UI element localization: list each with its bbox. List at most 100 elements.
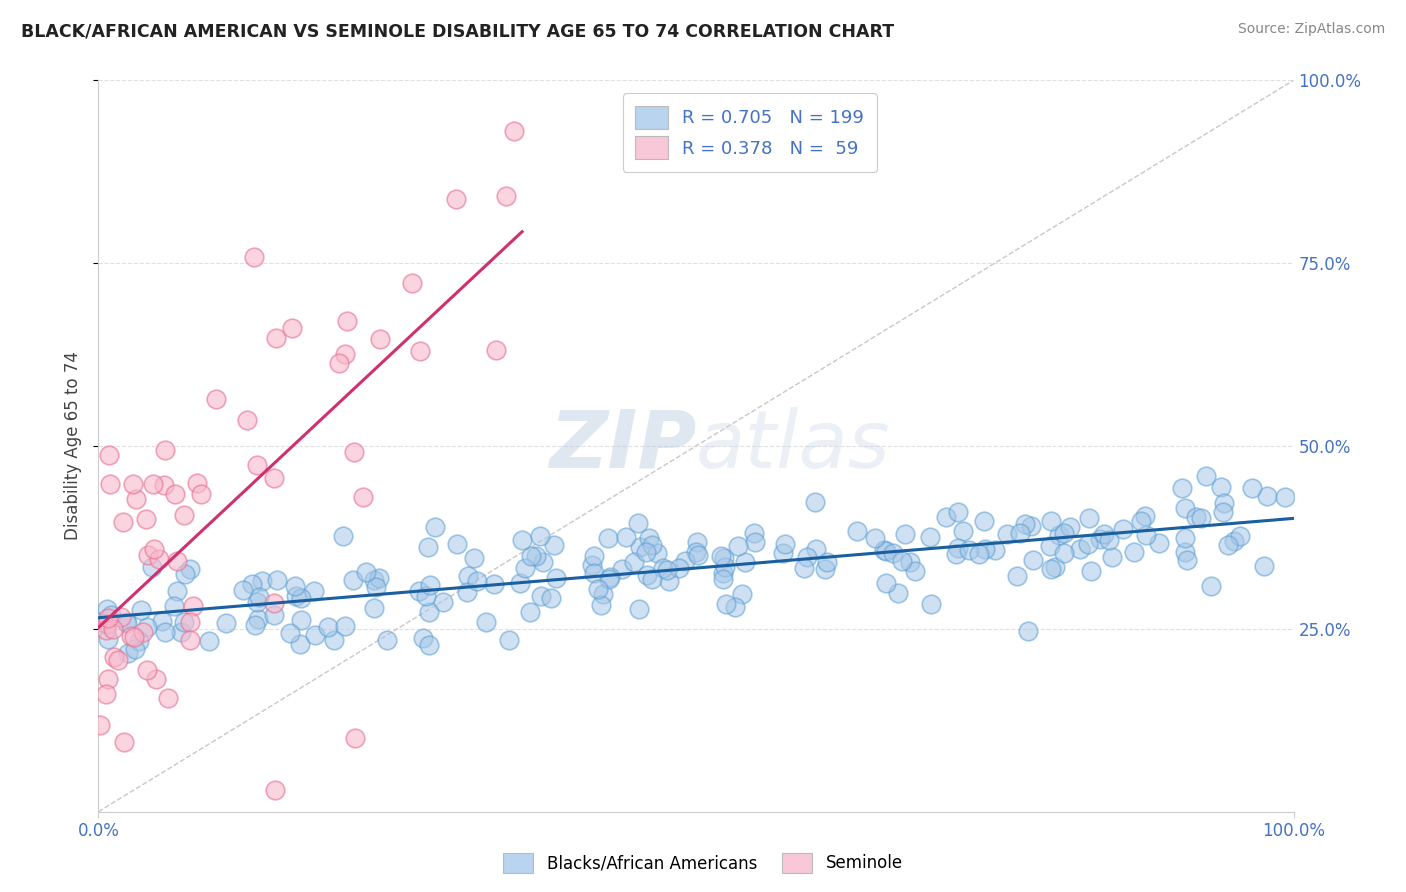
Point	[793, 561, 815, 575]
Point	[814, 562, 837, 576]
Point	[952, 524, 974, 538]
Point	[710, 549, 733, 563]
Text: BLACK/AFRICAN AMERICAN VS SEMINOLE DISABILITY AGE 65 TO 74 CORRELATION CHART: BLACK/AFRICAN AMERICAN VS SEMINOLE DISAB…	[21, 22, 894, 40]
Point	[446, 537, 468, 551]
Point	[246, 612, 269, 626]
Point	[247, 591, 270, 605]
Point	[638, 531, 661, 545]
Point	[412, 632, 434, 646]
Point	[626, 516, 648, 530]
Point	[190, 487, 212, 501]
Point	[540, 591, 562, 606]
Point	[110, 610, 132, 624]
Point	[641, 538, 664, 552]
Point	[94, 624, 117, 638]
Point	[688, 548, 710, 562]
Point	[946, 505, 969, 519]
Point	[120, 629, 142, 643]
Point	[636, 568, 658, 582]
Point	[724, 599, 747, 614]
Point	[96, 617, 118, 632]
Point	[342, 573, 364, 587]
Point	[974, 541, 997, 556]
Point	[969, 548, 991, 562]
Point	[366, 580, 388, 594]
Point	[135, 512, 157, 526]
Point	[734, 556, 756, 570]
Point	[457, 568, 479, 582]
Point	[599, 570, 621, 584]
Point	[278, 626, 301, 640]
Point	[415, 589, 437, 603]
Point	[204, 392, 226, 407]
Point	[263, 607, 285, 622]
Point	[714, 559, 737, 574]
Point	[136, 620, 159, 634]
Point	[1043, 560, 1066, 574]
Point	[530, 589, 553, 603]
Point	[266, 573, 288, 587]
Point	[98, 477, 121, 491]
Point	[714, 597, 737, 611]
Point	[1088, 533, 1111, 547]
Point	[354, 566, 377, 580]
Point	[135, 664, 157, 678]
Y-axis label: Disability Age 65 to 74: Disability Age 65 to 74	[65, 351, 83, 541]
Point	[1010, 526, 1032, 541]
Point	[775, 537, 797, 551]
Point	[163, 599, 186, 614]
Point	[1133, 508, 1156, 523]
Point	[592, 587, 614, 601]
Point	[166, 554, 188, 568]
Point	[533, 555, 555, 569]
Point	[124, 642, 146, 657]
Point	[1174, 531, 1197, 545]
Point	[627, 601, 650, 615]
Point	[136, 549, 159, 563]
Point	[1053, 545, 1076, 559]
Point	[815, 555, 838, 569]
Point	[1170, 481, 1192, 495]
Point	[519, 549, 541, 563]
Point	[873, 542, 896, 557]
Point	[284, 579, 307, 593]
Point	[1213, 496, 1236, 510]
Point	[1201, 579, 1223, 593]
Point	[375, 633, 398, 648]
Point	[583, 549, 606, 563]
Point	[583, 566, 606, 580]
Point	[173, 567, 195, 582]
Point	[111, 516, 134, 530]
Point	[97, 611, 120, 625]
Point	[510, 533, 533, 548]
Point	[89, 718, 111, 732]
Point	[875, 544, 897, 558]
Point	[215, 616, 238, 631]
Point	[713, 550, 735, 565]
Point	[655, 564, 678, 578]
Point	[97, 672, 120, 686]
Point	[1022, 553, 1045, 567]
Point	[142, 476, 165, 491]
Point	[173, 615, 195, 630]
Point	[114, 735, 136, 749]
Point	[1195, 468, 1218, 483]
Point	[543, 538, 565, 552]
Point	[882, 545, 904, 559]
Point	[179, 615, 201, 629]
Point	[444, 192, 467, 206]
Point	[148, 552, 170, 566]
Point	[529, 529, 551, 543]
Point	[263, 470, 285, 484]
Point	[1174, 545, 1197, 559]
Point	[1240, 481, 1263, 495]
Point	[328, 356, 350, 370]
Point	[288, 637, 311, 651]
Point	[711, 573, 734, 587]
Point	[153, 477, 176, 491]
Point	[903, 564, 925, 578]
Point	[502, 124, 524, 138]
Point	[332, 528, 354, 542]
Point	[333, 619, 356, 633]
Point	[343, 444, 366, 458]
